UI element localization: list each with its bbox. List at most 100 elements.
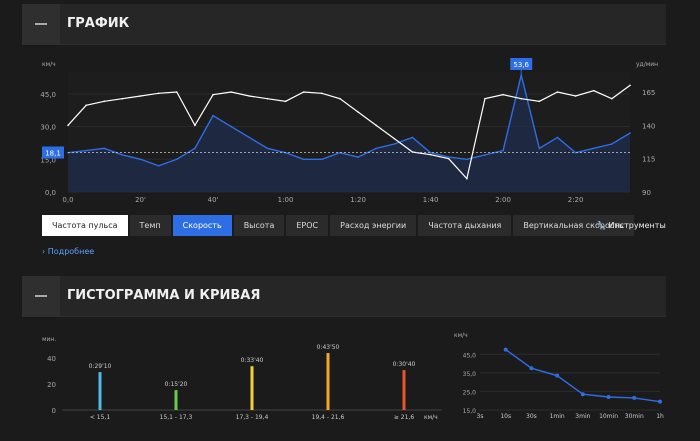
speed-point [375, 147, 377, 150]
speed-point [157, 165, 160, 167]
hist-x-unit: км/ч [424, 414, 438, 421]
heart-rate-point [357, 111, 359, 113]
heart-rate-point [375, 124, 377, 127]
graph-header: ГРАФИК [22, 4, 666, 45]
heart-rate-point [85, 104, 87, 107]
hist-bar [174, 390, 178, 410]
minus-icon [35, 295, 47, 297]
curve-x-tick: 10s [500, 413, 511, 420]
hist-bar [98, 372, 102, 410]
curve-x-tick: 10min [599, 413, 618, 420]
x-tick-label: 2:20 [568, 196, 584, 204]
heart-rate-point [611, 97, 613, 100]
speed-point [103, 147, 106, 150]
heart-rate-point [121, 97, 124, 100]
tab-speed[interactable]: Скорость [172, 215, 232, 236]
speed-point [393, 143, 396, 145]
tools-button[interactable]: 🔧 Инструменты [596, 221, 666, 230]
main-chart[interactable]: 45,0 30,0 15,0 0,0 165 140 115 90 км/ч уд/мин 0,0 2… [22, 52, 666, 212]
heart-rate-point [484, 97, 486, 100]
heart-rate-point [103, 100, 106, 103]
peak-marker-label: 53,6 [513, 61, 529, 69]
speed-point [139, 158, 142, 161]
x-tick-label: 40' [208, 196, 219, 204]
curve-point [580, 392, 585, 397]
heart-rate-series-line [67, 84, 631, 180]
heart-rate-point [175, 91, 178, 93]
heart-rate-point [302, 91, 305, 93]
hist-category-label: 19,4 - 21,6 [312, 414, 345, 421]
right-tick-label: 115 [642, 156, 655, 164]
peak-marker-box [510, 58, 533, 70]
histogram-collapse-button[interactable] [22, 276, 60, 316]
minus-icon [35, 23, 47, 25]
speed-area [68, 75, 630, 192]
hist-bar-label: 0:30'40 [393, 361, 416, 368]
histogram-chart: мин. 40 20 0 0:29'10 < 15,1 0:15'20 15,1 - 17,3… [42, 336, 442, 421]
curve-x-tick: 30min [625, 413, 644, 420]
hist-bar [402, 370, 406, 410]
speed-point [212, 114, 214, 117]
hist-category-label: 17,3 - 19,4 [236, 414, 269, 421]
hist-bar-label: 0:29'10 [89, 363, 112, 370]
left-tick-label: 45,0 [40, 91, 56, 99]
speed-point [266, 147, 269, 150]
heart-rate-point [266, 97, 269, 100]
hist-bar [326, 353, 330, 410]
heart-rate-point [520, 97, 523, 100]
graph-collapse-button[interactable] [22, 4, 60, 44]
heart-rate-point [592, 89, 595, 92]
curve-x-tick: 3min [575, 413, 590, 420]
speed-point [429, 151, 432, 154]
hist-bar [250, 366, 254, 410]
curve-point [606, 395, 611, 399]
x-tick-label: 2:00 [495, 196, 511, 204]
heart-rate-point [466, 177, 468, 180]
tab-vertical-speed[interactable]: Вертикальная скорость [513, 215, 634, 236]
right-tick-label: 140 [642, 122, 655, 130]
heart-rate-point [194, 124, 196, 127]
heart-rate-point [447, 157, 450, 160]
heart-rate-point [629, 84, 631, 87]
right-tick-label: 165 [642, 89, 655, 97]
heart-rate-point [284, 100, 287, 103]
speed-point [484, 154, 486, 156]
curve-point [632, 395, 637, 400]
tab-altitude[interactable]: Высота [233, 215, 285, 236]
hist-y-tick: 40 [47, 355, 56, 363]
curve-point [503, 347, 508, 352]
heart-rate-point [67, 124, 69, 127]
hist-bar-label: 0:15'20 [165, 381, 188, 388]
tab-heart-rate[interactable]: Частота пульса [42, 215, 128, 236]
speed-point [357, 156, 359, 158]
speed-series-line [67, 74, 631, 167]
speed-point [230, 125, 232, 128]
hist-bar-label: 0:43'50 [317, 344, 340, 351]
curve-x-tick: 3s [477, 413, 484, 420]
speed-point [629, 132, 631, 134]
more-label: Подробнее [47, 247, 95, 256]
heart-rate-point [248, 95, 251, 97]
curve-y-unit: км/ч [454, 332, 468, 339]
heart-rate-point [339, 97, 341, 100]
more-link[interactable]: › Подробнее [42, 247, 94, 256]
curve-y-tick: 35,0 [463, 371, 477, 378]
heart-rate-point [574, 95, 577, 97]
tab-energy[interactable]: Расход энергии [330, 215, 417, 236]
tab-epoc[interactable]: EPOC [286, 215, 329, 236]
tools-label: Инструменты [608, 221, 666, 230]
right-tick-label: 90 [642, 189, 651, 197]
tab-respiration[interactable]: Частота дыхания [418, 215, 512, 236]
speed-point [592, 147, 595, 150]
curve-point [555, 373, 560, 378]
speed-point [302, 158, 305, 161]
tab-pace[interactable]: Темп [129, 215, 171, 236]
left-tick-label: 0,0 [45, 189, 56, 197]
left-tick-label: 15,0 [40, 156, 56, 164]
curve-point [658, 399, 662, 404]
heart-rate-point [321, 92, 323, 95]
speed-point [502, 149, 504, 152]
wrench-icon: 🔧 [596, 221, 606, 230]
hist-bar-label: 0:33'40 [241, 357, 264, 364]
speed-point [411, 136, 414, 139]
